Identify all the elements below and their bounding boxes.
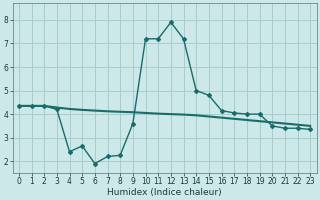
X-axis label: Humidex (Indice chaleur): Humidex (Indice chaleur) (107, 188, 222, 197)
